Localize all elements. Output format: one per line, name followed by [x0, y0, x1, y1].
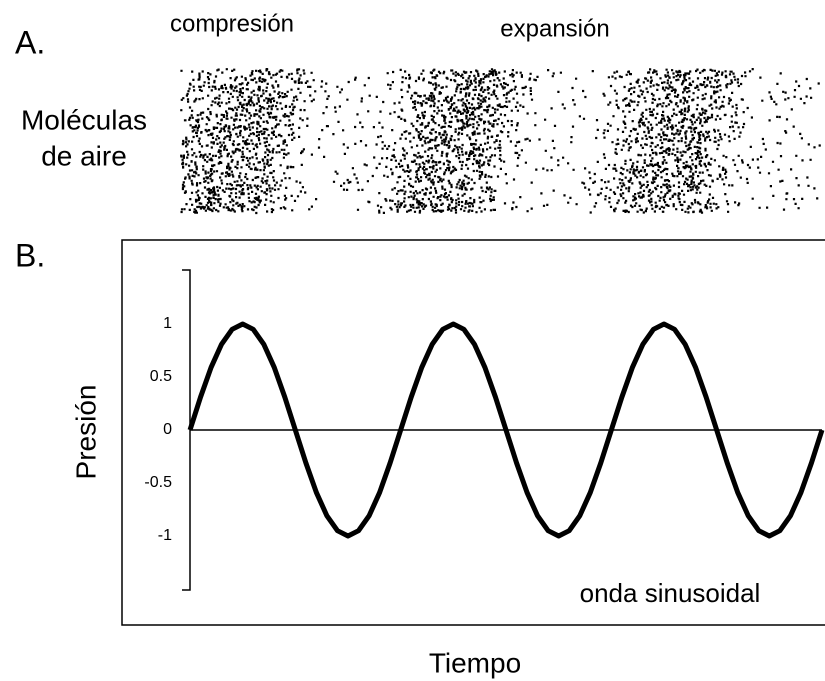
y-tick-label: -0.5 [144, 474, 172, 491]
sine-wave [187, 321, 825, 539]
annotation: onda sinusoidal [580, 578, 761, 608]
panel-label: A. [15, 24, 45, 60]
molecules-label: de aire [41, 140, 127, 171]
molecules-label: Moléculas [21, 104, 147, 135]
chart-frame [121, 239, 825, 626]
y-tick-label: -1 [158, 527, 172, 544]
y-tick-label: 0 [163, 421, 172, 438]
panel-label: B. [15, 237, 45, 273]
y-axis-label: Presión [70, 385, 101, 480]
x-axis-label: Tiempo [429, 647, 521, 678]
y-tick-label: 0.5 [150, 368, 172, 385]
y-axis [182, 269, 191, 591]
molecules [180, 68, 821, 215]
expansion-label: expansión [500, 15, 609, 42]
compression-label: compresión [170, 10, 294, 37]
molecule-dots [180, 68, 821, 215]
y-tick-label: 1 [163, 315, 172, 332]
